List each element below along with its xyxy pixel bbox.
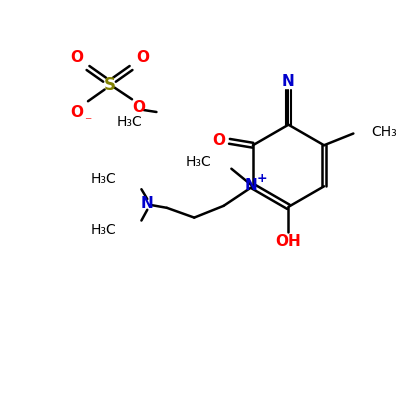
Text: H₃C: H₃C	[186, 155, 212, 169]
Text: CH₃: CH₃	[371, 124, 397, 138]
Text: H₃C: H₃C	[117, 115, 143, 129]
Text: S: S	[104, 76, 116, 94]
Text: N: N	[141, 196, 154, 212]
Text: N: N	[244, 178, 257, 193]
Text: +: +	[256, 172, 267, 185]
Text: O: O	[70, 50, 83, 65]
Text: ⁻: ⁻	[84, 115, 92, 129]
Text: O: O	[136, 50, 149, 65]
Text: O: O	[212, 133, 225, 148]
Text: N: N	[282, 74, 295, 89]
Text: H₃C: H₃C	[90, 172, 116, 186]
Text: O: O	[132, 100, 145, 115]
Text: OH: OH	[276, 234, 301, 248]
Text: O: O	[70, 106, 83, 120]
Text: H₃C: H₃C	[90, 223, 116, 237]
